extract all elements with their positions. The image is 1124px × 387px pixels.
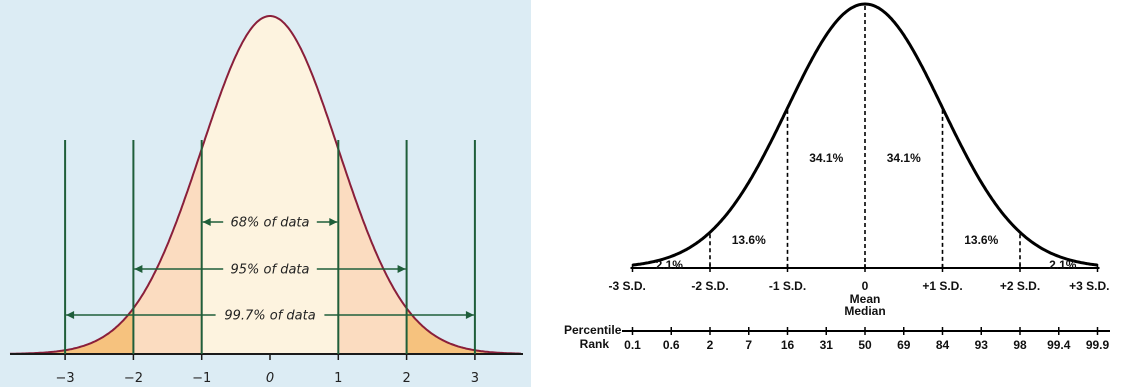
range-arrowhead-left: [202, 218, 211, 226]
normal-curve: [9, 15, 521, 355]
percentile-rank-value: 50: [858, 338, 872, 352]
region-percent-label: 2.1%: [656, 258, 684, 272]
region-percent-label: 34.1%: [887, 151, 921, 165]
range-arrow-1: 68% of data: [202, 216, 338, 231]
region-percent-label: 13.6%: [964, 233, 998, 247]
range-label: 95% of data: [231, 263, 310, 278]
x-tick-label: 1: [334, 371, 342, 386]
sd-tick-label: 0: [862, 279, 869, 293]
sd-tick-label: -2 S.D.: [691, 279, 728, 293]
range-arrowhead-right: [465, 311, 474, 319]
percentile-rank-value: 31: [820, 338, 834, 352]
x-tick-label: 2: [402, 371, 410, 386]
x-tick-label: 3: [471, 371, 479, 386]
range-arrow-3: 99.7% of data: [66, 309, 474, 324]
percentile-rank-value: 99.9: [1086, 338, 1110, 352]
tail-area-left: [10, 308, 134, 354]
center-area: [201, 16, 339, 354]
range-label: 68% of data: [231, 216, 310, 231]
region-percent-label: 2.1%: [1049, 258, 1077, 272]
range-arrowhead-left: [134, 265, 143, 273]
sd-tick-label: +1 S.D.: [922, 279, 962, 293]
tail-area-right: [406, 308, 521, 354]
x-tick-label: −1: [192, 371, 211, 386]
x-tick-label: −3: [56, 371, 75, 386]
percentile-rank-value: 98: [1013, 338, 1027, 352]
mean-label: Mean: [850, 292, 881, 306]
percentile-rank-value: 0.1: [624, 338, 641, 352]
percentile-rank-value: 0.6: [663, 338, 680, 352]
range-arrowhead-left: [66, 311, 75, 319]
percentile-rank-value: 84: [936, 338, 950, 352]
x-tick-label: 0: [266, 371, 274, 386]
range-arrowhead-right: [329, 218, 338, 226]
median-label: Median: [844, 304, 885, 318]
range-arrow-2: 95% of data: [134, 263, 406, 278]
percentile-rank-value: 7: [745, 338, 752, 352]
percentile-rank-value: 99.4: [1047, 338, 1071, 352]
percentile-label: Percentile: [564, 323, 622, 337]
percentile-rank-value: 69: [897, 338, 911, 352]
range-arrowhead-right: [397, 265, 406, 273]
sd-tick-label: +2 S.D.: [1000, 279, 1040, 293]
percentile-rank-value: 16: [781, 338, 795, 352]
region-percent-label: 34.1%: [809, 151, 843, 165]
left-normal-distribution-chart: −3 −2 −1 0 1 2 3 68% of data 95% of data 99.7% of…: [0, 0, 531, 387]
sd-tick-label: +3 S.D.: [1069, 279, 1109, 293]
rank-label: Rank: [580, 337, 610, 351]
normal-curve: [632, 2, 1098, 267]
sd-tick-label: -1 S.D.: [769, 279, 806, 293]
sd-tick-label: -3 S.D.: [609, 279, 646, 293]
x-tick-label: −2: [124, 371, 143, 386]
range-label: 99.7% of data: [224, 309, 315, 324]
region-percent-label: 13.6%: [732, 233, 766, 247]
percentile-rank-value: 2: [707, 338, 714, 352]
percentile-rank-value: 93: [975, 338, 989, 352]
